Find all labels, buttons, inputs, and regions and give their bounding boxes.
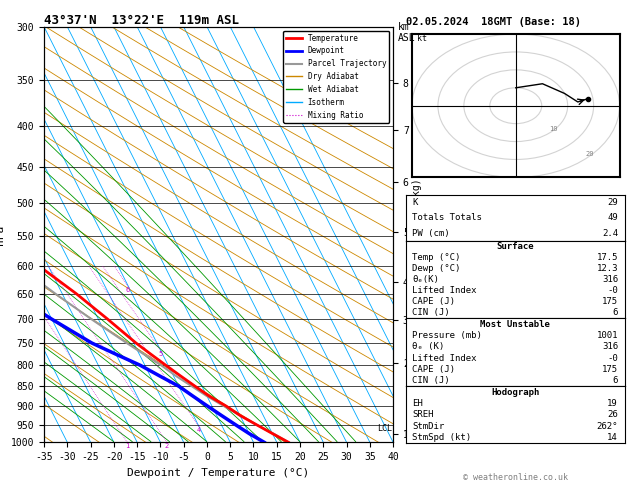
Text: StmSpd (kt): StmSpd (kt) — [412, 433, 471, 442]
Text: -0: -0 — [607, 286, 618, 295]
Text: 2.4: 2.4 — [602, 228, 618, 238]
Text: kt: kt — [417, 34, 427, 43]
Text: Most Unstable: Most Unstable — [480, 319, 550, 329]
Legend: Temperature, Dewpoint, Parcel Trajectory, Dry Adiabat, Wet Adiabat, Isotherm, Mi: Temperature, Dewpoint, Parcel Trajectory… — [283, 31, 389, 122]
Text: θₑ (K): θₑ (K) — [412, 342, 445, 351]
Text: 17.5: 17.5 — [596, 253, 618, 262]
Text: 262°: 262° — [596, 422, 618, 431]
Text: CAPE (J): CAPE (J) — [412, 365, 455, 374]
Y-axis label: Mixing Ratio (g/kg): Mixing Ratio (g/kg) — [411, 179, 421, 290]
Text: Surface: Surface — [496, 242, 534, 251]
Text: CIN (J): CIN (J) — [412, 308, 450, 317]
Text: © weatheronline.co.uk: © weatheronline.co.uk — [464, 473, 568, 482]
Text: 49: 49 — [607, 213, 618, 223]
Text: Temp (°C): Temp (°C) — [412, 253, 460, 262]
Text: Hodograph: Hodograph — [491, 387, 539, 397]
Text: LCL: LCL — [377, 424, 392, 433]
Text: 43°37'N  13°22'E  119m ASL: 43°37'N 13°22'E 119m ASL — [44, 14, 239, 27]
Text: 26: 26 — [607, 410, 618, 419]
Text: K: K — [412, 198, 418, 208]
Text: 175: 175 — [602, 365, 618, 374]
Text: 19: 19 — [607, 399, 618, 408]
Text: 6: 6 — [613, 308, 618, 317]
Text: -0: -0 — [607, 353, 618, 363]
X-axis label: Dewpoint / Temperature (°C): Dewpoint / Temperature (°C) — [128, 468, 309, 478]
Text: 175: 175 — [602, 297, 618, 306]
Text: 6: 6 — [613, 376, 618, 385]
Text: PW (cm): PW (cm) — [412, 228, 450, 238]
Text: 316: 316 — [602, 342, 618, 351]
Text: Totals Totals: Totals Totals — [412, 213, 482, 223]
Text: θₑ(K): θₑ(K) — [412, 275, 439, 284]
Text: Dewp (°C): Dewp (°C) — [412, 264, 460, 273]
Text: EH: EH — [412, 399, 423, 408]
Text: 14: 14 — [607, 433, 618, 442]
Text: Lifted Index: Lifted Index — [412, 353, 477, 363]
Text: 5: 5 — [159, 351, 162, 357]
Text: 20: 20 — [586, 151, 594, 157]
Text: Pressure (mb): Pressure (mb) — [412, 331, 482, 340]
Text: 6: 6 — [126, 287, 130, 293]
Text: 1001: 1001 — [596, 331, 618, 340]
Text: 02.05.2024  18GMT (Base: 18): 02.05.2024 18GMT (Base: 18) — [406, 17, 581, 27]
Y-axis label: hPa: hPa — [0, 225, 5, 244]
Text: 316: 316 — [602, 275, 618, 284]
Text: SREH: SREH — [412, 410, 434, 419]
Text: 1: 1 — [125, 443, 130, 449]
Text: Lifted Index: Lifted Index — [412, 286, 477, 295]
Text: StmDir: StmDir — [412, 422, 445, 431]
Text: 12.3: 12.3 — [596, 264, 618, 273]
Text: 4: 4 — [197, 428, 201, 434]
Text: 29: 29 — [607, 198, 618, 208]
Text: km
ASL: km ASL — [398, 22, 415, 43]
Text: CIN (J): CIN (J) — [412, 376, 450, 385]
Text: 10: 10 — [550, 126, 558, 132]
Text: 2: 2 — [165, 443, 169, 449]
Text: CAPE (J): CAPE (J) — [412, 297, 455, 306]
